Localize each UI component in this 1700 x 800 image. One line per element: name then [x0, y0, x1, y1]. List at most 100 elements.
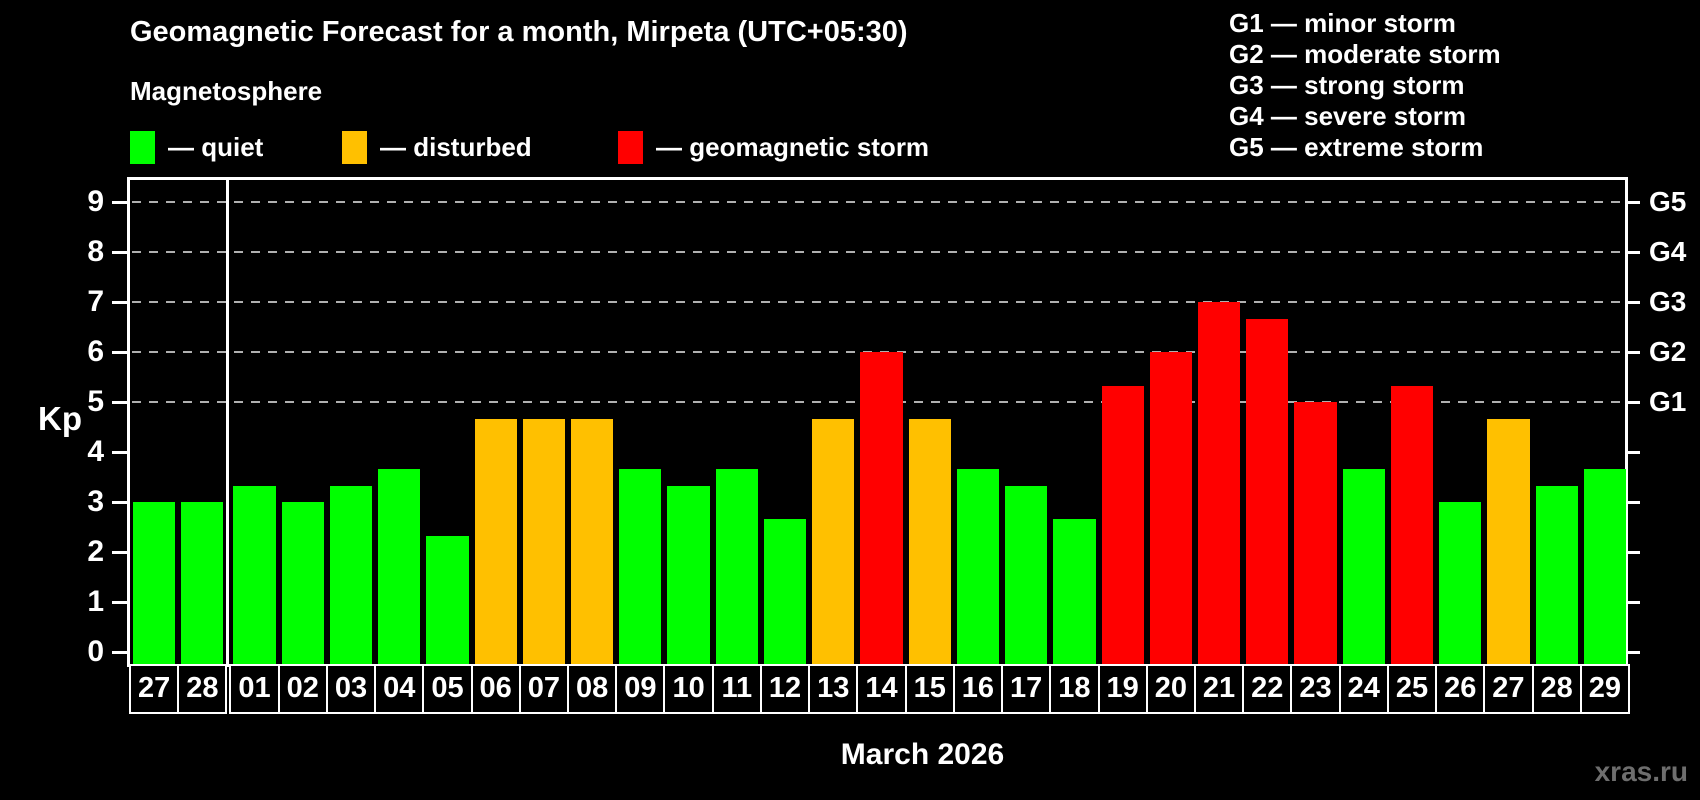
month-separator-line — [225, 180, 229, 667]
day-label-16: 16 — [952, 664, 1004, 714]
g-axis-label-g2: G2 — [1649, 336, 1687, 367]
page-title: Geomagnetic Forecast for a month, Mirpet… — [130, 16, 908, 48]
legend-label-storm: — geomagnetic storm — [656, 131, 930, 162]
g2-legend-line: G2 — moderate storm — [1229, 39, 1501, 69]
day-label-10: 10 — [663, 664, 714, 714]
kp-bar-day-10 — [667, 485, 710, 667]
legend-label-disturbed: — disturbed — [380, 131, 532, 162]
kp-bar-day-18 — [1053, 518, 1096, 667]
g-scale-legend: G1 — minor storm G2 — moderate storm G3 … — [1229, 8, 1501, 163]
left-tick-kp-0 — [112, 650, 127, 654]
day-label-28: 28 — [1531, 664, 1582, 714]
kp-bar-day-25 — [1390, 385, 1434, 667]
y-tick-label-6: 6 — [87, 335, 104, 368]
y-tick-label-8: 8 — [87, 235, 104, 268]
day-label-11: 11 — [711, 664, 762, 714]
right-tick-kp-6 — [1625, 350, 1640, 354]
day-label-01: 01 — [229, 664, 280, 714]
quiet-color-swatch — [130, 130, 155, 164]
day-label-18: 18 — [1049, 664, 1100, 714]
g3-legend-line: G3 — strong storm — [1229, 70, 1465, 100]
right-axis-line — [1625, 177, 1628, 667]
day-label-22: 22 — [1242, 664, 1293, 714]
kp-bar-day-11 — [715, 468, 758, 667]
kp-bar-day-29 — [1583, 468, 1626, 667]
storm-color-swatch — [618, 130, 643, 164]
y-tick-label-9: 9 — [87, 185, 104, 218]
kp-bar-day-23 — [1294, 402, 1337, 667]
g4-legend-line: G4 — severe storm — [1229, 101, 1467, 131]
g1-legend-line: G1 — minor storm — [1229, 8, 1456, 38]
y-tick-label-7: 7 — [87, 285, 104, 318]
day-label-24: 24 — [1338, 664, 1389, 714]
kp-bar-day-27 — [133, 502, 176, 667]
legend-item-disturbed: — disturbed — [342, 128, 532, 166]
gridline-kp-9 — [132, 201, 1623, 203]
legend-item-quiet: — quiet — [130, 128, 263, 166]
kp-bar-day-26 — [1439, 502, 1482, 667]
day-label-12: 12 — [759, 664, 811, 714]
legend-item-storm: — geomagnetic storm — [618, 128, 929, 166]
day-label-27: 27 — [129, 664, 180, 714]
left-axis-line — [127, 177, 130, 667]
left-tick-kp-9 — [112, 200, 127, 204]
gridline-kp-7 — [132, 301, 1623, 303]
kp-bar-day-21 — [1197, 302, 1241, 667]
y-tick-label-3: 3 — [87, 485, 104, 518]
day-label-25: 25 — [1386, 664, 1438, 714]
kp-bar-day-28 — [181, 502, 224, 667]
right-tick-kp-0 — [1625, 650, 1640, 654]
kp-bar-day-19 — [1101, 385, 1144, 667]
right-tick-kp-3 — [1625, 500, 1640, 504]
left-tick-kp-3 — [112, 500, 127, 504]
day-label-09: 09 — [615, 664, 666, 714]
y-tick-label-4: 4 — [87, 435, 104, 468]
kp-bar-day-13 — [812, 418, 855, 667]
g-axis-label-g4: G4 — [1649, 236, 1687, 267]
y-tick-label-0: 0 — [87, 635, 104, 668]
day-label-05: 05 — [422, 664, 473, 714]
kp-bar-day-22 — [1246, 318, 1289, 667]
kp-bar-day-09 — [619, 468, 662, 667]
kp-bar-day-15 — [908, 418, 951, 667]
kp-bar-day-03 — [329, 485, 373, 667]
kp-bar-chart-plot-area: 0 1 2 3 4 5 G1 6 G2 7 G3 8 G4 9 G5 — [87, 177, 1686, 668]
legend-label-quiet: — quiet — [168, 131, 264, 162]
day-label-07: 07 — [518, 664, 570, 714]
left-tick-kp-8 — [112, 250, 127, 254]
day-label-21: 21 — [1193, 664, 1245, 714]
left-tick-kp-2 — [112, 550, 127, 554]
watermark: xras.ru — [1594, 756, 1688, 787]
gridline-kp-8 — [132, 251, 1623, 253]
kp-bar-day-27 — [1487, 418, 1530, 667]
left-tick-kp-7 — [112, 300, 127, 304]
day-label-28: 28 — [177, 664, 228, 714]
g-axis-label-g5: G5 — [1649, 186, 1687, 217]
day-label-20: 20 — [1145, 664, 1196, 714]
day-label-03: 03 — [325, 664, 377, 714]
x-axis-label-month: March 2026 — [840, 738, 1005, 771]
y-axis-label-kp: Kp — [38, 400, 82, 437]
day-label-17: 17 — [1001, 664, 1052, 714]
right-tick-kp-4 — [1625, 450, 1640, 454]
chart-subtitle: Magnetosphere — [130, 76, 323, 106]
day-label-27: 27 — [1483, 664, 1534, 714]
g-axis-label-g1: G1 — [1649, 386, 1687, 417]
left-tick-kp-1 — [112, 600, 127, 604]
left-tick-kp-6 — [112, 350, 127, 354]
day-label-15: 15 — [904, 664, 955, 714]
kp-bar-day-02 — [281, 502, 324, 667]
right-tick-kp-5 — [1625, 400, 1640, 404]
day-label-29: 29 — [1579, 664, 1630, 714]
kp-bar-day-28 — [1535, 485, 1578, 667]
day-label-06: 06 — [470, 664, 521, 714]
kp-bar-day-14 — [860, 352, 903, 667]
day-label-04: 04 — [374, 664, 425, 714]
kp-bar-day-01 — [233, 485, 276, 667]
kp-bar-day-04 — [378, 468, 421, 667]
y-tick-label-1: 1 — [87, 585, 104, 618]
right-tick-kp-2 — [1625, 550, 1640, 554]
g5-legend-line: G5 — extreme storm — [1229, 132, 1484, 162]
kp-bar-day-05 — [426, 535, 469, 667]
